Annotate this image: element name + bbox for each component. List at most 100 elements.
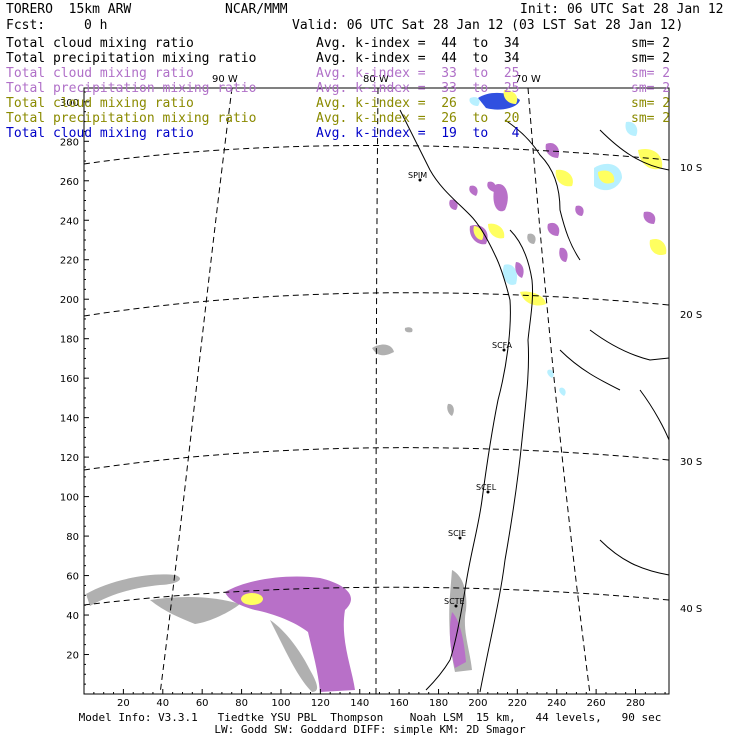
- y-tick-label: 100: [60, 493, 79, 504]
- legend-field-name: Total precipitation mixing ratio: [6, 81, 257, 96]
- precip-field-yellow: [649, 238, 667, 256]
- x-tick-label: 280: [626, 698, 645, 709]
- precip-field-purple: [559, 247, 568, 262]
- forecast-label: Fcst:: [6, 18, 46, 33]
- border-interior: [559, 349, 621, 391]
- cloud-field-gray: [86, 574, 180, 606]
- legend-row: Total cloud mixing ratio Avg. k-index = …: [6, 67, 736, 82]
- station-label: SCTE: [444, 597, 465, 606]
- border-brazil: [599, 129, 670, 171]
- model-name: TORERO 15km ARW: [6, 2, 132, 17]
- legend-k-index: Avg. k-index = 26: [316, 96, 457, 111]
- y-axis-labels: 20 40 60 80 100 120 140 160 180 200 220 240 260 280 30…: [60, 98, 79, 662]
- legend-field-name: Total cloud mixing ratio: [6, 126, 194, 141]
- y-tick-label: 80: [66, 532, 79, 543]
- legend-smoothing: sm= 2: [631, 51, 671, 66]
- y-tick-label: 220: [60, 256, 79, 267]
- y-tick-label: 120: [60, 453, 79, 464]
- legend-k-index: Avg. k-index = 19 to 4: [316, 126, 520, 141]
- cloud-field-lightblue: [547, 369, 554, 378]
- lon-line-90w: [159, 87, 233, 695]
- legend-k-index: Avg. k-index = 26 to 20: [316, 111, 520, 126]
- x-tick-label: 260: [587, 698, 606, 709]
- x-tick-label: 40: [156, 698, 169, 709]
- lat-label: 20 S: [680, 310, 702, 321]
- x-tick-label: 160: [390, 698, 409, 709]
- border-paraguay: [589, 329, 670, 361]
- precip-field-yellow: [555, 169, 573, 187]
- lat-line-10s: [83, 144, 670, 165]
- cloud-field-lightblue: [625, 121, 638, 136]
- precip-field-purple: [547, 222, 560, 236]
- lon-label: 70 W: [515, 74, 541, 85]
- precip-field-purple: [225, 576, 355, 692]
- precip-field-purple: [493, 184, 508, 212]
- forecast-hour: 0 h: [84, 18, 108, 33]
- lon-line-80w: [375, 87, 379, 695]
- cloud-field-lightblue: [502, 264, 518, 285]
- legend-row: Total precipitation mixing ratio Avg. k-…: [6, 82, 736, 97]
- lat-label: 30 S: [680, 457, 702, 468]
- legend-row: Total precipitation mixing ratio Avg. k-…: [6, 52, 736, 67]
- valid-time: Valid: 06 UTC Sat 28 Jan 12 (03 LST Sat …: [292, 18, 684, 33]
- station-label: SCEL: [476, 483, 497, 492]
- stations: SPIM SCFA SCEL SCIE SCTE: [408, 171, 513, 608]
- y-axis-ticks: [84, 91, 89, 685]
- legend-field-name: Total cloud mixing ratio: [6, 96, 194, 111]
- legend-field-name: Total precipitation mixing ratio: [6, 51, 257, 66]
- lon-label: 80 W: [363, 74, 389, 85]
- y-tick-label: 260: [60, 177, 79, 188]
- lat-label: 40 S: [680, 604, 702, 615]
- cloud-field-gray: [372, 344, 394, 356]
- station-label: SPIM: [408, 171, 427, 180]
- x-tick-label: 120: [311, 698, 330, 709]
- coastline-west: [399, 109, 511, 691]
- lon-label: 90 W: [212, 74, 238, 85]
- model-info: Model Info: V3.3.1 Tiedtke YSU PBL Thomp…: [78, 711, 662, 724]
- y-tick-label: 280: [60, 137, 79, 148]
- precip-field-purple: [449, 199, 458, 210]
- precip-field-purple: [449, 612, 466, 668]
- legend-field-name: Total precipitation mixing ratio: [6, 111, 257, 126]
- precip-field-yellow: [488, 223, 505, 239]
- legend-field-name: Total cloud mixing ratio: [6, 36, 194, 51]
- organization: NCAR/MMM: [225, 2, 288, 17]
- y-tick-label: 240: [60, 216, 79, 227]
- coastline-east: [639, 389, 670, 441]
- station-label: SCFA: [492, 341, 513, 350]
- cloud-field-gray: [150, 596, 240, 624]
- station-label: SCIE: [448, 529, 466, 538]
- lat-line-20s: [83, 292, 670, 317]
- y-tick-label: 300: [60, 98, 79, 109]
- precip-field-purple: [515, 262, 524, 278]
- legend-smoothing: sm= 2: [631, 66, 671, 81]
- lat-line-40s: [83, 586, 670, 606]
- y-tick-label: 20: [66, 651, 79, 662]
- precip-field-yellow: [598, 170, 615, 184]
- graticule: [83, 87, 670, 695]
- border-andes: [479, 229, 533, 693]
- cloud-field-gray: [447, 403, 454, 416]
- x-tick-label: 180: [429, 698, 448, 709]
- y-tick-label: 60: [66, 572, 79, 583]
- x-tick-label: 80: [235, 698, 248, 709]
- cloud-field-lightblue: [559, 387, 566, 396]
- legend-smoothing: sm= 2: [631, 111, 671, 126]
- border-peru: [504, 119, 581, 261]
- legend-field-name: Total cloud mixing ratio: [6, 66, 194, 81]
- x-tick-label: 60: [196, 698, 209, 709]
- legend-row: Total cloud mixing ratio Avg. k-index = …: [6, 127, 736, 142]
- precip-field-yellow: [473, 226, 484, 240]
- legend-k-index: Avg. k-index = 44 to 34: [316, 36, 520, 51]
- coastlines: [399, 109, 670, 693]
- legend-k-index: Avg. k-index = 44 to 34: [316, 51, 520, 66]
- legend-row: Total cloud mixing ratio Avg. k-index = …: [6, 97, 736, 112]
- legend-smoothing: sm= 2: [631, 81, 671, 96]
- cloud-field-lightblue: [469, 97, 480, 106]
- y-tick-label: 160: [60, 374, 79, 385]
- precip-field-yellow: [241, 593, 263, 605]
- lon-line-70w: [527, 87, 591, 695]
- physics-info: LW: Godd SW: Goddard DIFF: simple KM: 2D…: [214, 723, 526, 736]
- precip-field-yellow: [503, 90, 518, 104]
